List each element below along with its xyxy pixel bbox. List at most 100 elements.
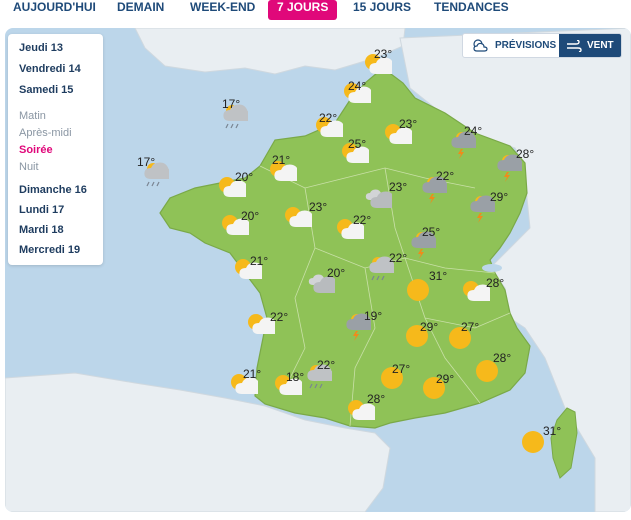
weather-map[interactable]: 23° 24° 17° 22° 23° 24° 25° 17° 21° 28° 20° 22° 23° 2… <box>5 28 631 512</box>
tab-aujourdhui[interactable]: AUJOURD'HUI <box>13 0 96 14</box>
day-mardi-18[interactable]: Mardi 18 <box>19 224 64 236</box>
sun-cloud-icon <box>347 399 375 427</box>
city-marker[interactable]: 25° <box>342 138 369 163</box>
sun-cloud-icon <box>247 313 275 341</box>
city-marker[interactable]: 28° <box>463 277 504 301</box>
city-marker[interactable]: 29° <box>423 373 454 399</box>
city-marker[interactable]: 27° <box>449 321 479 349</box>
city-temperature: 31° <box>543 424 562 438</box>
city-temperature: 29° <box>490 190 509 204</box>
city-temperature: 21° <box>243 367 262 381</box>
day-vendredi-14[interactable]: Vendredi 14 <box>19 63 81 75</box>
city-marker[interactable]: 22° <box>337 214 371 239</box>
sun-icon <box>448 326 476 354</box>
city-marker[interactable]: 20° <box>222 210 259 235</box>
city-temperature: 19° <box>364 309 383 323</box>
sun-cloud-icon <box>284 206 312 234</box>
sun-icon <box>422 376 450 404</box>
city-marker[interactable]: 23° <box>365 48 392 74</box>
city-marker[interactable]: 25° <box>411 226 440 259</box>
sun-cloud-icon <box>218 176 246 204</box>
tab-7-jours[interactable]: 7 JOURS <box>268 0 338 20</box>
city-marker[interactable]: 23° <box>285 201 327 227</box>
city-temperature: 25° <box>348 137 367 151</box>
city-temperature: 23° <box>309 200 328 214</box>
city-marker[interactable]: 24° <box>344 80 371 103</box>
city-marker[interactable]: 31° <box>407 270 447 301</box>
day-lundi-17[interactable]: Lundi 17 <box>19 204 65 216</box>
vent-label: VENT <box>587 40 614 51</box>
city-marker[interactable]: 24° <box>451 125 482 159</box>
city-marker[interactable]: 18° <box>275 371 304 395</box>
sun-cloud-icon <box>221 214 249 242</box>
city-marker[interactable]: 17° <box>222 98 248 129</box>
city-temperature: 27° <box>461 320 480 334</box>
city-marker[interactable]: 23° <box>365 181 407 208</box>
day-mercredi-19[interactable]: Mercredi 19 <box>19 244 81 256</box>
storm-icon <box>419 176 447 204</box>
vent-button[interactable]: VENT <box>559 34 621 57</box>
city-temperature: 28° <box>367 392 386 406</box>
city-marker[interactable]: 20° <box>219 171 253 197</box>
previsions-button[interactable]: PRÉVISIONS <box>463 34 559 57</box>
city-marker[interactable]: 20° <box>308 267 345 293</box>
city-marker[interactable]: 31° <box>522 425 561 453</box>
sun-icon <box>405 324 433 352</box>
city-temperature: 29° <box>420 320 439 334</box>
day-selector: Jeudi 13 Vendredi 14 Samedi 15 Matin Apr… <box>8 34 103 265</box>
tab-demain[interactable]: DEMAIN <box>117 0 165 14</box>
city-marker[interactable]: 22° <box>316 112 343 137</box>
city-marker[interactable]: 22° <box>248 311 288 334</box>
city-temperature: 28° <box>486 276 505 290</box>
city-marker[interactable]: 27° <box>381 363 410 389</box>
city-temperature: 23° <box>374 47 393 61</box>
period-nuit[interactable]: Nuit <box>19 161 39 173</box>
tab-week-end[interactable]: WEEK-END <box>190 0 256 14</box>
day-samedi-15[interactable]: Samedi 15 <box>19 84 74 96</box>
city-marker[interactable]: 29° <box>406 321 438 347</box>
city-marker[interactable]: 17° <box>137 156 169 187</box>
sun-icon <box>475 359 503 387</box>
city-temperature: 28° <box>493 351 512 365</box>
day-jeudi-13[interactable]: Jeudi 13 <box>19 42 64 54</box>
map-background <box>5 28 631 512</box>
city-temperature: 20° <box>327 266 346 280</box>
day-dimanche-16[interactable]: Dimanche 16 <box>19 184 87 196</box>
city-marker[interactable]: 21° <box>270 154 297 181</box>
sun-cloud-icon <box>234 258 262 286</box>
tab-tendances[interactable]: TENDANCES <box>434 0 509 14</box>
period-matin[interactable]: Matin <box>19 110 46 122</box>
sun-cloud-icon <box>364 53 392 81</box>
city-temperature: 22° <box>270 310 289 324</box>
city-marker[interactable]: 28° <box>497 148 534 182</box>
sun-cloud-icon <box>230 373 258 401</box>
city-marker[interactable]: 22° <box>369 252 407 281</box>
sun-cloud-icon <box>343 82 371 110</box>
city-marker[interactable]: 28° <box>476 352 511 382</box>
storm-icon <box>408 231 436 259</box>
period-apres-midi[interactable]: Après-midi <box>19 127 72 139</box>
tab-15-jours[interactable]: 15 JOURS <box>353 0 412 14</box>
cloud-icon <box>364 186 392 214</box>
city-marker[interactable]: 19° <box>346 310 382 341</box>
city-marker[interactable]: 22° <box>307 359 335 389</box>
sun-cloud-outline-icon <box>473 39 488 52</box>
city-temperature: 24° <box>464 124 483 138</box>
city-marker[interactable]: 21° <box>231 368 261 394</box>
corsica-shape <box>550 407 578 479</box>
city-marker[interactable]: 21° <box>235 255 268 279</box>
city-temperature: 20° <box>235 170 254 184</box>
sun-cloud-icon <box>274 374 302 402</box>
sun-icon <box>406 278 434 306</box>
city-temperature: 17° <box>222 97 241 111</box>
city-marker[interactable]: 23° <box>385 118 417 144</box>
cloud-rain-icon <box>366 256 394 284</box>
city-marker[interactable]: 22° <box>422 170 454 204</box>
map-mode-toggle: PRÉVISIONS VENT <box>462 33 622 58</box>
period-nav: AUJOURD'HUI DEMAIN WEEK-END 7 JOURS 15 J… <box>0 0 631 22</box>
city-marker[interactable]: 29° <box>470 191 508 223</box>
sun-cloud-icon <box>341 142 369 170</box>
period-soiree[interactable]: Soirée <box>19 144 53 156</box>
city-marker[interactable]: 28° <box>348 393 385 420</box>
city-temperature: 22° <box>436 169 455 183</box>
